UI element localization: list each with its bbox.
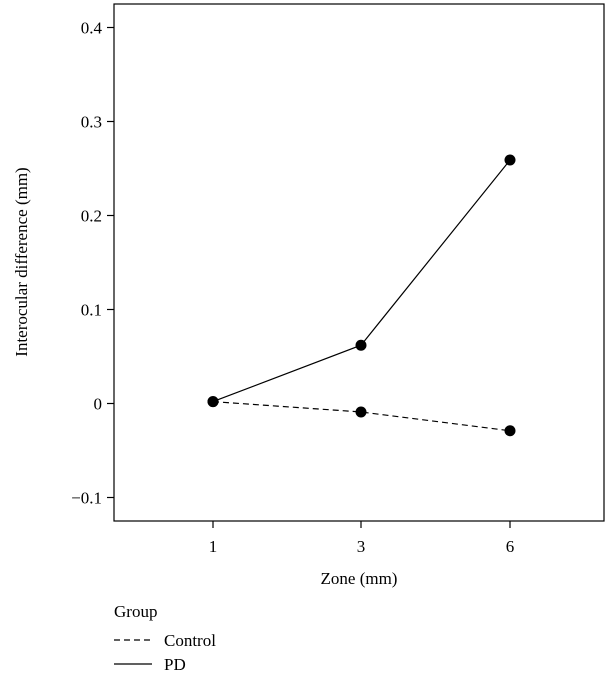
y-tick-label: 0.3 [81, 113, 102, 132]
series-line-pd [212, 159, 511, 403]
x-tick-label: 3 [357, 537, 366, 556]
legend-label-control: Control [164, 631, 216, 650]
y-tick-label: −0.1 [71, 489, 102, 508]
data-point-pd [207, 396, 219, 408]
x-tick-label: 1 [209, 537, 218, 556]
data-point-control [504, 425, 516, 437]
y-tick-label: 0 [94, 395, 103, 414]
y-tick-label: 0.4 [81, 19, 103, 38]
y-tick-label: 0.2 [81, 207, 102, 226]
x-axis: 1 3 6 [209, 521, 515, 556]
data-point-control [355, 406, 367, 418]
x-tick-label: 6 [506, 537, 515, 556]
legend: Group Control PD [114, 602, 216, 674]
legend-label-pd: PD [164, 655, 186, 674]
y-axis: −0.1 0 0.1 0.2 0.3 0.4 [71, 19, 114, 508]
y-axis-title: Interocular difference (mm) [12, 167, 31, 356]
plot-frame [113, 3, 605, 522]
series-lines [212, 159, 511, 432]
legend-title: Group [114, 602, 157, 621]
x-axis-title: Zone (mm) [321, 569, 398, 588]
data-point-pd [504, 154, 516, 166]
data-point-pd [355, 339, 367, 351]
y-tick-label: 0.1 [81, 301, 102, 320]
series-points [207, 154, 516, 437]
